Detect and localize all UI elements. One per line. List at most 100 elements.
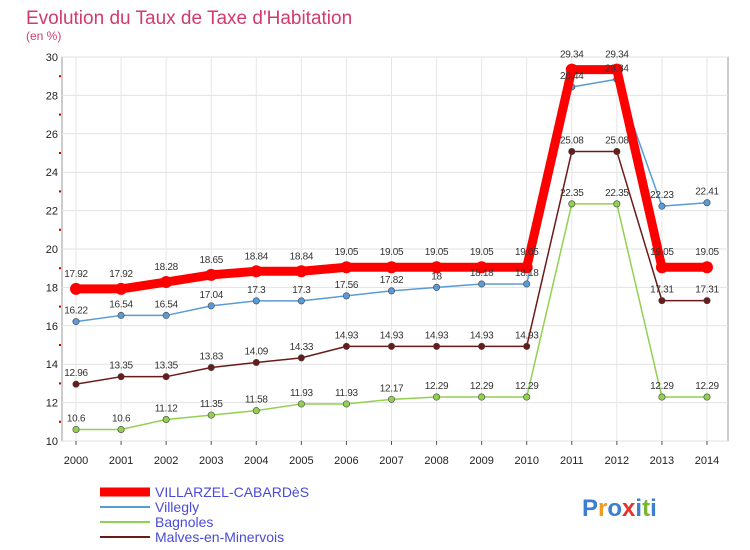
chart-subtitle: (en %) [26,29,61,43]
x-tick-label: 2010 [514,455,538,467]
data-label: 16.54 [154,299,178,310]
proxiti-logo: Proxiti [582,495,657,522]
data-label: 14.09 [245,346,269,357]
data-label: 19.05 [515,247,539,258]
series-point-2 [117,425,125,433]
data-label: 17.3 [247,285,266,296]
brand-letter: i [650,495,657,522]
x-tick-label: 2008 [424,455,448,467]
data-label: 19.05 [425,247,449,258]
brand-letter: o [607,495,622,522]
series-point-3 [297,354,305,362]
data-label: 18.84 [245,251,269,262]
data-label: 19.05 [695,247,719,258]
series-point-0 [295,265,308,278]
data-label: 14.33 [290,342,314,353]
data-label: 18.18 [515,268,539,279]
data-label: 16.22 [64,306,88,317]
series-point-3 [387,342,395,350]
series-point-0 [520,261,533,274]
series-point-2 [658,393,666,401]
brand-letter: i [635,495,642,522]
data-label: 14.93 [470,330,494,341]
series-point-1 [387,287,395,295]
data-labels-group: 17.92 17.92 18.28 18.65 18.84 18.84 19.05 19.05… [64,50,720,425]
x-tick-label: 2012 [605,455,629,467]
series-point-0 [385,261,398,274]
data-label: 17.82 [380,275,404,286]
x-tick-label: 2009 [469,455,493,467]
data-label: 12.29 [515,381,539,392]
series-point-0 [115,282,128,295]
series-point-2 [72,425,80,433]
series-point-0 [70,282,82,295]
series-point-1 [433,283,441,291]
data-label: 13.35 [154,361,178,372]
y-tick-label: 12 [46,398,58,410]
series-point-2 [613,200,621,208]
data-label: 17.92 [64,269,88,280]
series-point-2 [478,393,486,401]
data-label: 19.05 [335,247,359,258]
data-label: 11.93 [335,388,359,399]
series-point-0 [701,261,713,274]
data-label: 19.05 [380,247,404,258]
y-minor-tick [59,190,61,193]
series-point-0 [340,261,353,274]
y-tick-label: 10 [46,436,58,448]
data-label: 10.6 [112,413,131,424]
data-label: 19.05 [470,247,494,258]
series-point-3 [568,147,576,155]
data-label: 18.65 [199,255,223,266]
x-tick-label: 2011 [560,455,584,467]
series-point-1 [478,280,486,288]
series-point-2 [342,400,350,408]
series-point-2 [433,393,441,401]
x-tick-label: 2002 [154,455,178,467]
data-label: 14.93 [380,330,404,341]
series-point-3 [207,363,215,371]
data-label: 12.96 [64,368,88,379]
series-point-0 [475,261,488,274]
data-label: 13.83 [199,351,223,362]
x-tick-label: 2003 [199,455,223,467]
legend-label-0: VILLARZEL-CABARDèS [155,484,309,500]
data-label: 17.31 [650,285,674,296]
series-point-3 [523,342,531,350]
y-minor-tick [59,152,61,154]
series-point-0 [205,268,218,281]
series-point-2 [703,393,711,401]
series-point-3 [72,380,80,388]
series-group [70,63,713,433]
series-point-3 [117,373,125,381]
y-minor-tick [59,344,61,346]
brand-letter: t [642,495,650,522]
series-point-3 [478,342,486,350]
data-label: 22.35 [560,188,584,199]
x-tick-label: 2001 [109,455,133,467]
series-point-2 [523,393,531,401]
data-label: 11.93 [290,388,314,399]
y-tick-label: 22 [46,206,58,218]
data-label: 19.05 [650,247,674,258]
data-label: 28.44 [560,71,584,82]
data-label: 17.56 [335,280,359,291]
series-point-2 [207,411,215,419]
y-tick-label: 26 [46,129,58,141]
series-point-1 [207,302,215,310]
legend: VILLARZEL-CABARDèSVilleglyBagnolesMalves… [100,484,309,545]
series-point-3 [433,342,441,350]
series-point-2 [162,415,170,423]
data-label: 12.29 [695,381,719,392]
x-tick-label: 2014 [695,455,719,467]
legend-label-1: Villegly [155,499,199,515]
data-label: 12.29 [470,381,494,392]
series-point-2 [568,200,576,208]
data-label: 28.84 [605,63,629,74]
x-tick-label: 2005 [289,455,313,467]
y-minor-tick [59,228,61,231]
series-point-0 [610,63,623,76]
y-tick-label: 14 [46,359,58,371]
